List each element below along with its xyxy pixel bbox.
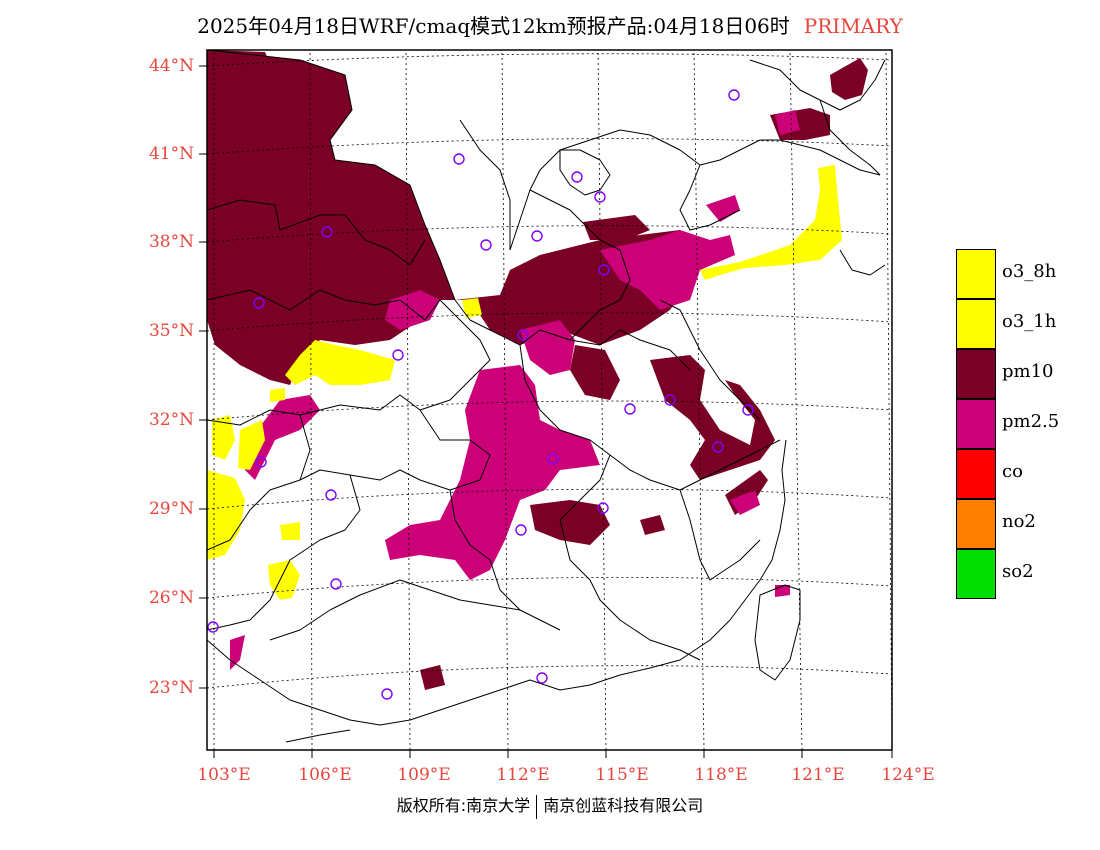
legend-label: o3_8h: [1002, 261, 1057, 282]
lat-label: 23°N: [148, 678, 194, 698]
lat-label: 26°N: [148, 588, 194, 608]
lat-label: 35°N: [148, 321, 194, 341]
lat-label: 29°N: [148, 499, 194, 519]
map-title: 2025年04月18日WRF/cmaq模式12km预报产品:04月18日06时 P…: [0, 10, 1100, 39]
legend-swatch: [956, 499, 996, 549]
lat-label: 32°N: [148, 410, 194, 430]
legend-label: co: [1002, 461, 1023, 482]
legend-swatch: [956, 249, 996, 299]
map-frame: [206, 49, 893, 751]
legend-swatch: [956, 449, 996, 499]
lon-label: 112°E: [496, 765, 550, 785]
title-tag: PRIMARY: [803, 14, 903, 38]
lon-label: 121°E: [791, 765, 845, 785]
lon-label: 115°E: [595, 765, 649, 785]
legend-label: o3_1h: [1002, 311, 1057, 332]
title-main: 2025年04月18日WRF/cmaq模式12km预报产品:04月18日06时: [197, 14, 790, 38]
province-boundaries: [207, 50, 886, 743]
lat-label: 41°N: [148, 144, 194, 164]
graticule: [207, 50, 892, 750]
legend-swatch: [956, 299, 996, 349]
lon-label: 106°E: [298, 765, 352, 785]
lon-label: 109°E: [397, 765, 451, 785]
legend-label: pm10: [1002, 361, 1054, 382]
pm25-region: [230, 110, 800, 670]
copyright-credit: 版权所有:南京大学 南京创蓝科技有限公司: [0, 792, 1100, 819]
credit-separator: [536, 794, 538, 819]
legend-label: pm2.5: [1002, 411, 1060, 432]
legend-swatch: [956, 549, 996, 599]
station-markers: [207, 89, 754, 700]
legend-label: so2: [1002, 561, 1034, 582]
legend-label: no2: [1002, 511, 1036, 532]
lat-label: 44°N: [148, 56, 194, 76]
legend-swatch: [956, 349, 996, 399]
lat-label: 38°N: [148, 232, 194, 252]
legend-swatch: [956, 399, 996, 449]
credit-left: 版权所有:南京大学: [396, 796, 531, 815]
lon-label: 118°E: [694, 765, 748, 785]
lon-label: 124°E: [881, 765, 935, 785]
o3-region: [207, 165, 842, 600]
lon-label: 103°E: [197, 765, 251, 785]
credit-right: 南京创蓝科技有限公司: [543, 796, 704, 815]
axis-ticks: [199, 65, 893, 758]
